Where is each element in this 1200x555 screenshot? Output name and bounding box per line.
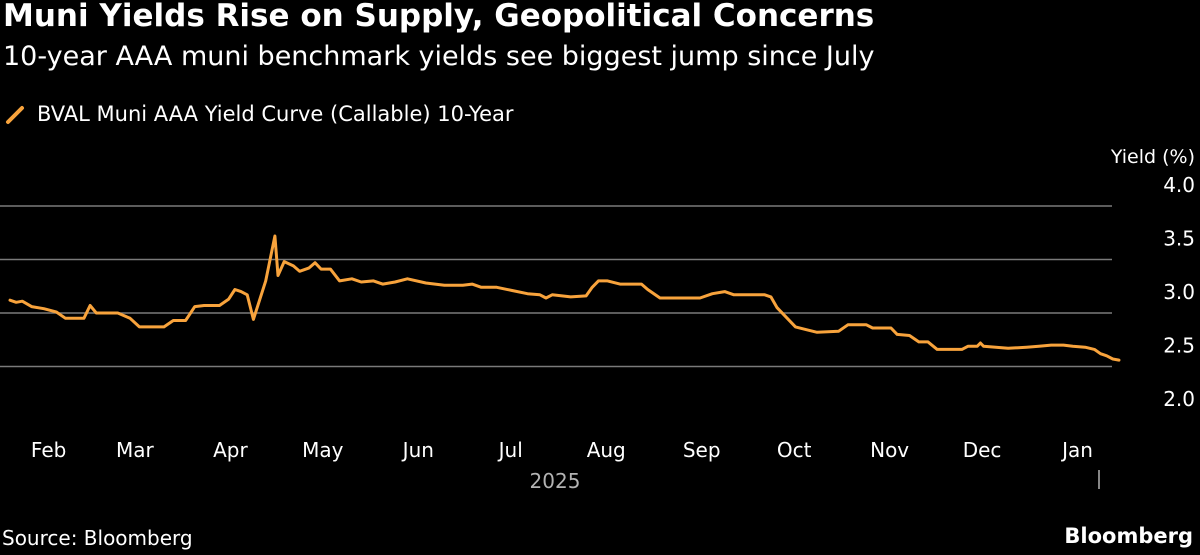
x-tick-label: Apr xyxy=(213,438,248,462)
y-axis-tick-labels: 4.0 3.5 3.0 2.5 2.0 xyxy=(1163,173,1195,411)
y-tick-label: 3.5 xyxy=(1163,227,1195,251)
series-layer xyxy=(8,234,1121,362)
legend: BVAL Muni AAA Yield Curve (Callable) 10-… xyxy=(5,99,514,129)
legend-label: BVAL Muni AAA Yield Curve (Callable) 10-… xyxy=(37,102,514,126)
bloomberg-logo: Bloomberg xyxy=(1064,524,1193,548)
x-axis-tick-labels: Feb Mar Apr May Jun Jul Aug Sep Oct Nov Dec Jan xyxy=(31,438,1093,462)
y-tick-label: 3.0 xyxy=(1163,280,1195,304)
source-note: Source: Bloomberg xyxy=(2,526,193,550)
x-tick-label: Jun xyxy=(401,438,434,462)
x-tick-label: Sep xyxy=(683,438,721,462)
chart-title: Muni Yields Rise on Supply, Geopolitical… xyxy=(3,0,875,34)
grid-lines xyxy=(0,205,1112,368)
y-tick-label: 2.0 xyxy=(1163,387,1195,411)
chart-subtitle: 10-year AAA muni benchmark yields see bi… xyxy=(3,41,875,72)
x-tick-label: Oct xyxy=(777,438,812,462)
x-tick-label: Jan xyxy=(1060,438,1093,462)
series-line xyxy=(8,234,1121,362)
y-axis-label: Yield (%) xyxy=(1110,146,1195,168)
y-tick-label: 4.0 xyxy=(1163,173,1195,197)
x-tick-label: Feb xyxy=(31,438,66,462)
x-tick-label: Nov xyxy=(870,438,909,462)
x-tick-label: Dec xyxy=(963,438,1002,462)
x-tick-label: May xyxy=(302,438,344,462)
x-axis-year-label: 2025 xyxy=(530,469,581,493)
x-tick-label: Mar xyxy=(116,438,155,462)
x-tick-label: Jul xyxy=(497,438,523,462)
y-tick-label: 2.5 xyxy=(1163,334,1195,358)
orange-line-icon xyxy=(6,106,24,124)
x-tick-label: Aug xyxy=(587,438,626,462)
